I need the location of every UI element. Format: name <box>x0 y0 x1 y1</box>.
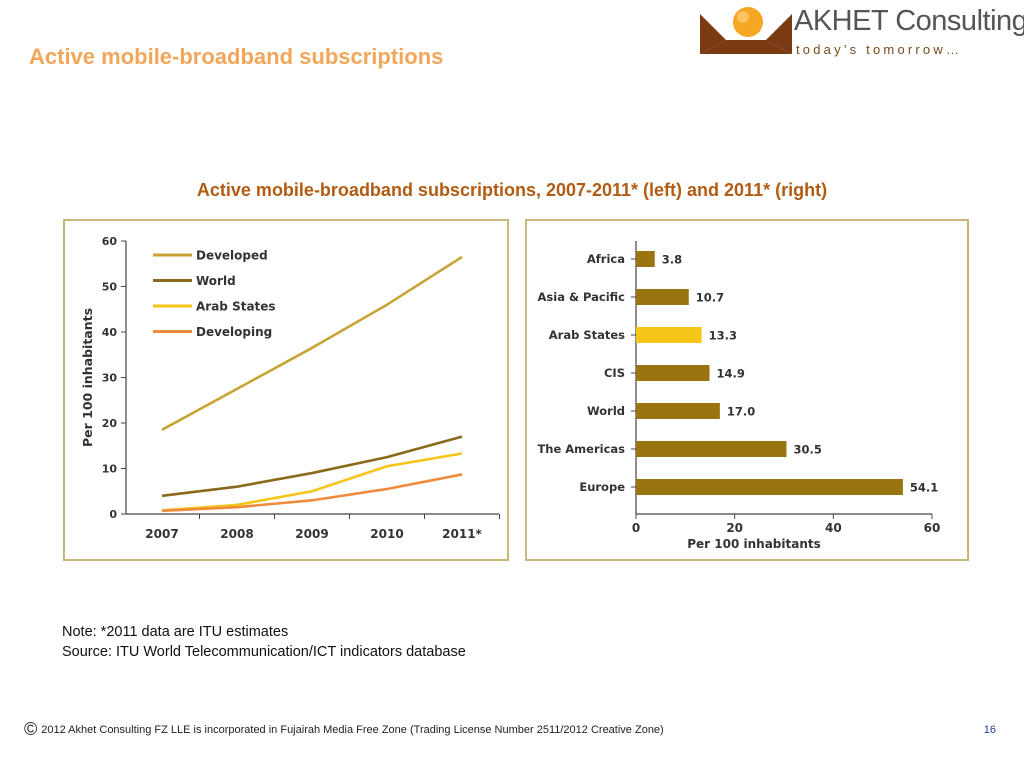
footer-text: 2012 Akhet Consulting FZ LLE is incorpor… <box>41 724 664 736</box>
line-chart: 0 10 20 30 40 50 60 2007 2008 2009 2010 2011* Per 10… <box>80 235 500 541</box>
category-label: World <box>587 404 625 418</box>
legend-label: World <box>196 274 236 288</box>
bar-europe <box>636 479 903 495</box>
bar-africa <box>636 251 655 267</box>
x-tick-label: 40 <box>825 521 842 535</box>
x-tick-label: 20 <box>726 521 743 535</box>
y-axis-label: Per 100 inhabitants <box>80 308 95 447</box>
note-text: Note: *2011 data are ITU estimates <box>62 624 289 640</box>
category-label: The Americas <box>537 442 625 456</box>
series-line-world <box>161 435 463 498</box>
bar-the-americas <box>636 441 787 457</box>
series-line-developing <box>161 473 463 513</box>
bar-cis <box>636 365 710 381</box>
y-tick-label: 20 <box>102 417 118 430</box>
y-tick-label: 10 <box>102 463 118 476</box>
bar-asia-pacific <box>636 289 689 305</box>
source-text: Source: ITU World Telecommunication/ICT … <box>62 644 466 660</box>
category-label: Africa <box>587 252 625 266</box>
value-label: 17.0 <box>727 405 755 419</box>
x-tick-label: 2011* <box>442 527 482 541</box>
legend-label: Developed <box>196 249 268 263</box>
x-tick-label: 2008 <box>220 527 253 541</box>
bar-chart: Africa 3.8 Asia & Pacific 10.7 Arab States 13… <box>537 241 941 551</box>
footer: © 2012 Akhet Consulting FZ LLE is incorpo… <box>24 719 664 740</box>
y-tick-label: 60 <box>102 235 118 248</box>
page-number: 16 <box>983 724 996 736</box>
series-line-developed <box>161 255 463 431</box>
value-label: 54.1 <box>910 481 938 495</box>
category-label: Europe <box>579 480 625 494</box>
logo-tagline: today’s tomorrow… <box>796 42 963 57</box>
value-label: 10.7 <box>696 291 724 305</box>
copyright-icon: © <box>24 719 38 739</box>
x-tick-label: 2009 <box>295 527 328 541</box>
x-tick-label: 2007 <box>145 527 178 541</box>
category-label: Arab States <box>549 328 625 342</box>
value-label: 14.9 <box>717 367 745 381</box>
slide-title: Active mobile-broadband subscriptions <box>29 44 444 69</box>
value-label: 13.3 <box>709 329 737 343</box>
notes: Note: *2011 data are ITU estimates Sourc… <box>62 622 466 662</box>
bar-world <box>636 403 720 419</box>
series-line-arab-states <box>161 452 463 512</box>
y-tick-label: 0 <box>109 508 117 521</box>
y-tick-label: 50 <box>102 281 118 294</box>
chart-heading: Active mobile-broadband subscriptions, 2… <box>196 180 828 200</box>
category-label: Asia & Pacific <box>538 290 626 304</box>
bar-chart-panel: Africa 3.8 Asia & Pacific 10.7 Arab States 13… <box>525 219 969 561</box>
x-tick-label: 0 <box>632 521 640 535</box>
logo-brand: AKHET <box>794 5 888 37</box>
sun-pyramid-logo-icon <box>700 7 792 54</box>
y-tick-label: 30 <box>102 372 118 385</box>
y-tick-label: 40 <box>102 326 118 339</box>
category-label: CIS <box>604 366 625 380</box>
akhet-logo: AKHET Consulting today’s tomorrow… <box>696 0 1024 60</box>
x-tick-label: 2010 <box>370 527 403 541</box>
value-label: 30.5 <box>793 443 821 457</box>
logo-brand-suffix: Consulting <box>895 5 1024 37</box>
legend-label: Developing <box>196 325 272 339</box>
bar-arab-states <box>636 327 702 343</box>
line-chart-panel: 0 10 20 30 40 50 60 2007 2008 2009 2010 2011* Per 10… <box>63 219 509 561</box>
logo-wordmark: AKHET Consulting <box>794 5 1024 38</box>
legend-label: Arab States <box>196 300 276 314</box>
x-tick-label: 60 <box>924 521 941 535</box>
value-label: 3.8 <box>662 253 682 267</box>
x-axis-label: Per 100 inhabitants <box>687 537 821 551</box>
